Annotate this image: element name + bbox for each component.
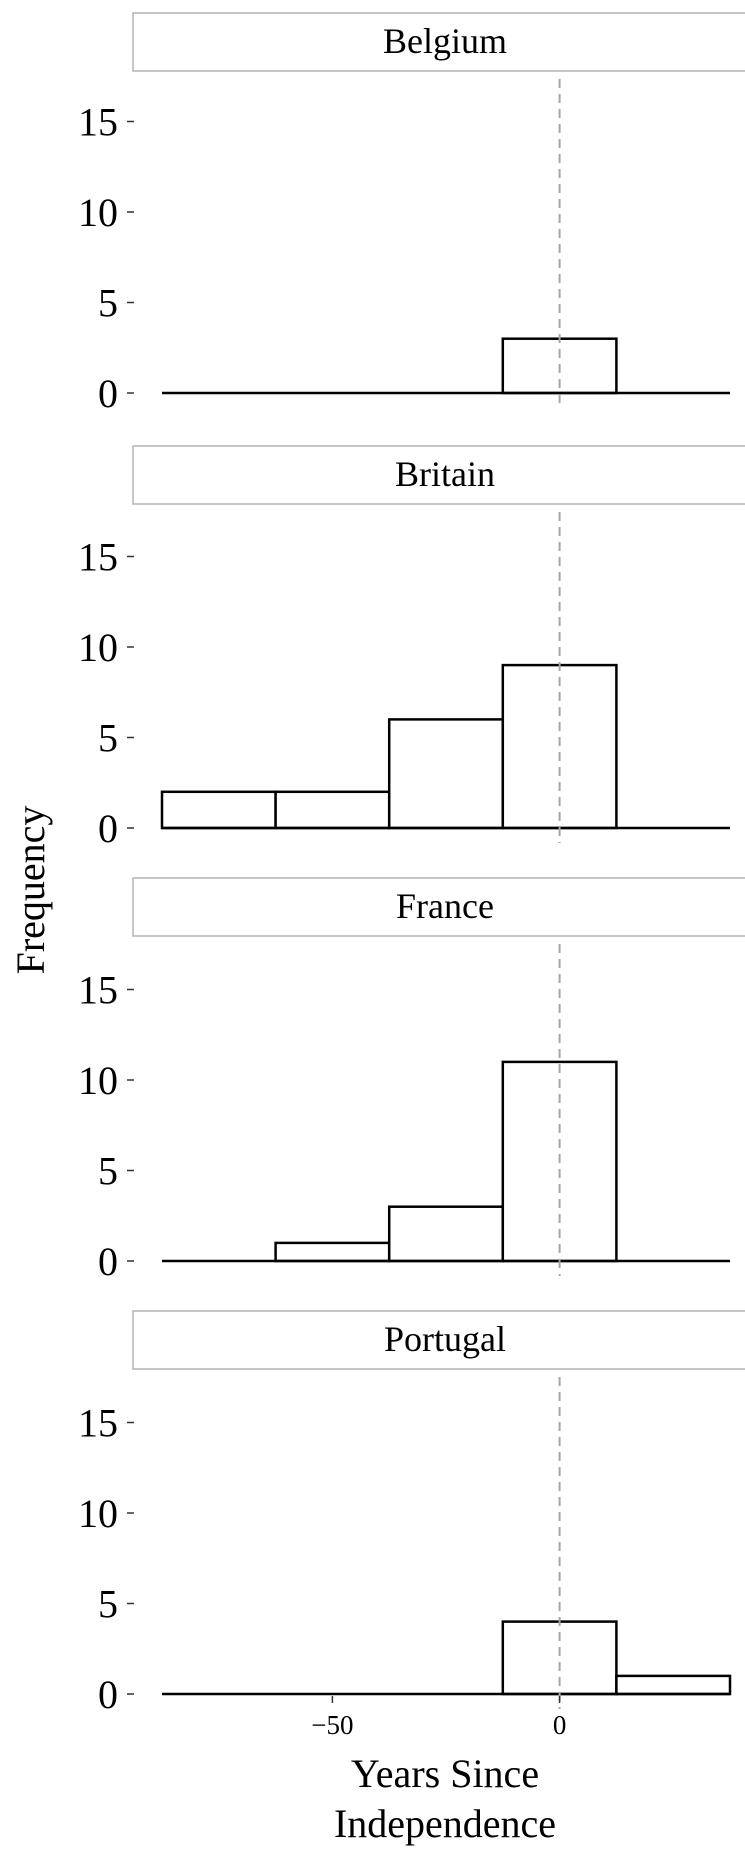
facet-strip-label: Belgium [383, 21, 507, 61]
y-tick-label: 0 [98, 1239, 118, 1284]
y-tick-label: 15 [78, 968, 118, 1013]
y-tick-label: 5 [98, 281, 118, 326]
y-tick-label: 5 [98, 1149, 118, 1194]
y-tick-label: 5 [98, 1582, 118, 1627]
histogram-bar [274, 790, 391, 830]
histogram-bar [274, 1241, 391, 1263]
histogram-bar [387, 1205, 505, 1263]
y-tick-label: 10 [78, 1491, 118, 1536]
facet-strip-label: Britain [395, 454, 495, 494]
facet-panel-france: France 0 5 10 15 [78, 877, 745, 1284]
x-tick-label: −50 [311, 1710, 353, 1740]
y-tick-label: 5 [98, 716, 118, 761]
facet-strip-label: Portugal [384, 1319, 506, 1359]
histogram-bar [160, 790, 277, 830]
x-axis: −50 0 [311, 1696, 566, 1740]
facet-panel-portugal: Portugal 0 5 10 15 [78, 1310, 745, 1717]
facet-panel-britain: Britain 0 5 10 15 [78, 445, 745, 851]
y-tick-label: 10 [78, 1058, 118, 1103]
y-tick-label: 10 [78, 190, 118, 235]
y-tick-label: 15 [78, 1401, 118, 1446]
x-axis-title-line-1: Years Since [351, 1751, 539, 1796]
facet-panel-belgium: Belgium 0 5 10 15 [78, 12, 745, 416]
facet-panels: Belgium051015Britain051015France051015Po… [78, 12, 745, 1717]
y-tick-label: 0 [98, 371, 118, 416]
x-axis-title-line-2: Independence [334, 1801, 556, 1846]
y-tick-label: 10 [78, 625, 118, 670]
facet-strip [132, 1310, 745, 1370]
y-tick-label: 0 [98, 1672, 118, 1717]
histogram-bar [615, 1674, 732, 1696]
y-tick-label: 15 [78, 535, 118, 580]
facet-strip [132, 877, 745, 937]
y-tick-label: 0 [98, 806, 118, 851]
facet-strip [132, 445, 745, 505]
facet-strip [132, 12, 745, 72]
x-tick-label: 0 [553, 1710, 567, 1740]
y-tick-label: 15 [78, 100, 118, 145]
y-axis-title: Frequency [8, 806, 53, 975]
facet-strip-label: France [396, 886, 494, 926]
histogram-bar [387, 718, 505, 830]
